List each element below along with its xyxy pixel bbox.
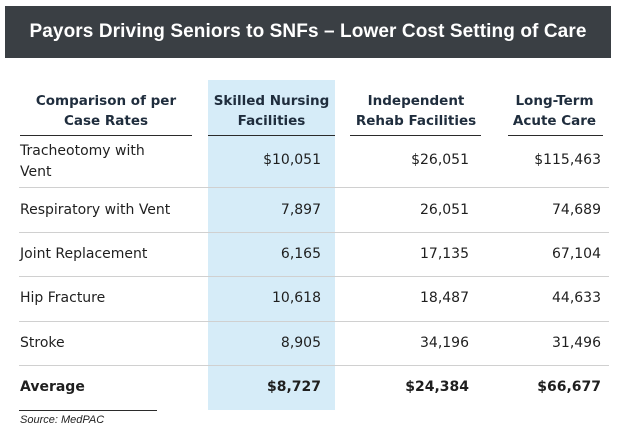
cell-irf-tracheotomy: $26,051: [411, 152, 469, 168]
cell-irf-hip-fracture: 18,487: [420, 290, 469, 306]
row-separator: [19, 321, 609, 322]
row-label-hip-fracture: Hip Fracture: [20, 290, 106, 306]
cell-ltac-stroke: 31,496: [552, 335, 601, 351]
header-underline: [208, 135, 335, 136]
row-separator: [19, 365, 609, 366]
row-separator: [19, 276, 609, 277]
cell-irf-respiratory: 26,051: [420, 202, 469, 218]
row-label-stroke: Stroke: [20, 335, 65, 351]
header-underline: [508, 135, 603, 136]
cell-ltac-respiratory: 74,689: [552, 202, 601, 218]
header-underline: [20, 135, 192, 136]
cell-snf-respiratory: 7,897: [280, 202, 321, 218]
cell-snf-average: $8,727: [266, 379, 321, 395]
cell-snf-hip-fracture: 10,618: [272, 290, 321, 306]
title-bar: Payors Driving Seniors to SNFs – Lower C…: [5, 6, 611, 58]
row-label-tracheotomy: Tracheotomy with Vent: [20, 143, 145, 180]
cell-ltac-average: $66,677: [537, 379, 601, 395]
header-skilled-nursing: Skilled Nursing Facilities: [213, 93, 330, 129]
row-label-respiratory: Respiratory with Vent: [20, 202, 171, 218]
row-label-joint-replacement: Joint Replacement: [20, 246, 148, 262]
cell-irf-joint-replacement: 17,135: [420, 246, 469, 262]
cell-irf-average: $24,384: [405, 379, 469, 395]
row-separator: [19, 232, 609, 233]
header-comparison: Comparison of per Case Rates: [35, 93, 177, 129]
header-independent-rehab: Independent Rehab Facilities: [355, 93, 477, 129]
source-divider: [19, 410, 157, 411]
cell-irf-stroke: 34,196: [420, 335, 469, 351]
row-label-average: Average: [20, 379, 85, 395]
header-underline: [350, 135, 481, 136]
cell-snf-joint-replacement: 6,165: [280, 246, 321, 262]
cell-ltac-hip-fracture: 44,633: [552, 290, 601, 306]
header-long-term-acute: Long-Term Acute Care: [512, 93, 597, 129]
cell-ltac-joint-replacement: 67,104: [552, 246, 601, 262]
cell-snf-stroke: 8,905: [280, 335, 321, 351]
source-note: Source: MedPAC: [20, 414, 105, 426]
cell-ltac-tracheotomy: $115,463: [534, 152, 601, 168]
cell-snf-tracheotomy: $10,051: [263, 152, 321, 168]
row-separator: [19, 187, 609, 188]
page-title: Payors Driving Seniors to SNFs – Lower C…: [29, 21, 587, 42]
